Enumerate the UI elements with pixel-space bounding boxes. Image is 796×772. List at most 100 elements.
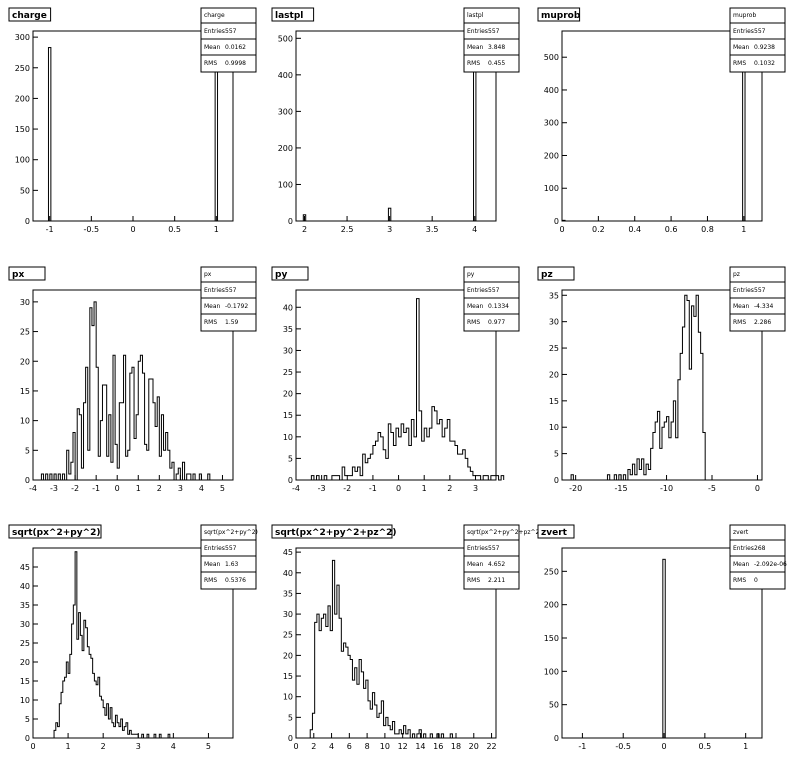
stats-value: 0.1032 [754, 60, 775, 67]
histogram-panel-5: -20 -15 -10 -5 0 0 5 10 15 20 25 30 35 pz pz Entries 557… [537, 266, 786, 493]
histogram-title-box: zvert [537, 524, 575, 539]
stats-frame [729, 7, 786, 73]
y-tick-label: 15 [283, 411, 293, 420]
stats-frame [463, 266, 520, 332]
stats-frame [729, 266, 786, 332]
x-tick-label: -15 [615, 484, 628, 493]
x-tick-label: 2 [101, 742, 106, 751]
stats-label: Mean [467, 44, 484, 51]
y-tick-label: 30 [20, 298, 30, 307]
x-tick-label: 5 [206, 742, 211, 751]
stats-value: 557 [225, 545, 237, 552]
stats-value: 0.455 [488, 60, 505, 67]
histogram-title-box: sqrt(px^2+py^2) [8, 524, 102, 539]
stats-value: 0.9238 [754, 44, 775, 51]
histogram-panel-1: 2 2.5 3 3.5 4 0 100 200 300 400 500 lastpl lastpl Ent… [271, 7, 520, 234]
x-tick-label: 0.4 [628, 225, 641, 234]
stats-label: RMS [467, 60, 480, 67]
y-tick-label: 30 [283, 610, 293, 619]
histogram-title-box: py [271, 266, 309, 281]
stats-title: charge [204, 12, 225, 19]
x-tick-label: -1 [92, 484, 100, 493]
y-tick-label: 25 [20, 639, 30, 648]
stats-label: Entries [733, 287, 754, 294]
x-tick-label: 3 [136, 742, 141, 751]
stats-value: 2.286 [754, 319, 771, 326]
y-tick-label: 20 [549, 370, 559, 379]
stats-value: 0.0162 [225, 44, 246, 51]
x-tick-label: 2 [311, 742, 316, 751]
x-tick-label: 0 [130, 225, 135, 234]
x-tick-label: 2 [302, 225, 307, 234]
plot-frame [295, 30, 497, 222]
stats-label: Entries [204, 287, 225, 294]
y-tick-label: 0 [554, 476, 559, 485]
x-tick-label: 14 [415, 742, 425, 751]
x-tick-label: 4 [329, 742, 334, 751]
y-tick-label: 300 [278, 107, 293, 116]
x-tick-label: 6 [347, 742, 352, 751]
stats-value: -2.092e-06 [754, 561, 787, 568]
histogram-title: sqrt(px^2+py^2+pz^2) [275, 528, 397, 538]
stats-title: sqrt(px^2+py^2+pz^2) [467, 529, 542, 536]
y-tick-label: 100 [15, 156, 30, 165]
histogram-title-box: sqrt(px^2+py^2+pz^2) [271, 524, 397, 539]
histogram-title-box: muprob [537, 7, 581, 22]
x-tick-label: 3 [387, 225, 392, 234]
stats-label: RMS [204, 319, 217, 326]
y-tick-label: 20 [283, 390, 293, 399]
y-tick-label: 150 [544, 634, 559, 643]
x-tick-label: -2 [343, 484, 351, 493]
y-tick-label: 45 [20, 563, 30, 572]
histogram-panel-3: -4 -3 -2 -1 0 1 2 3 4 5 0 5 10 15 20 25 30 px px Entries 557… [8, 266, 257, 493]
stats-box: py Entries 557 Mean 0.1334 RMS 0.977 [463, 266, 520, 332]
stats-label: RMS [733, 577, 746, 584]
x-tick-label: 8 [365, 742, 370, 751]
stats-value: -0.1792 [225, 303, 248, 310]
y-tick-label: 0 [288, 476, 293, 485]
stats-value: 4.652 [488, 561, 505, 568]
y-tick-label: 30 [549, 318, 559, 327]
stats-frame [729, 524, 786, 590]
x-tick-label: -3 [50, 484, 58, 493]
y-tick-label: 10 [20, 417, 30, 426]
stats-value: 1.59 [225, 319, 239, 326]
plot-frame [32, 289, 234, 481]
stats-title: pz [733, 271, 740, 278]
histogram-title: muprob [541, 11, 581, 21]
y-tick-label: 400 [278, 71, 293, 80]
histogram-title-box: charge [8, 7, 52, 22]
y-tick-label: 0 [554, 734, 559, 743]
plot-frame [561, 30, 763, 222]
x-tick-label: 3 [178, 484, 183, 493]
stats-value: 557 [488, 28, 500, 35]
histogram-line [570, 294, 706, 481]
y-tick-label: 35 [283, 589, 293, 598]
histogram-title-box: px [8, 266, 46, 281]
title-frame [271, 266, 309, 281]
stats-label: Entries [467, 287, 488, 294]
stats-title: lastpl [467, 12, 484, 19]
y-tick-label: 5 [25, 446, 30, 455]
stats-box: pz Entries 557 Mean -4.334 RMS 2.286 [729, 266, 786, 332]
x-tick-label: 4 [171, 742, 176, 751]
title-frame [8, 524, 102, 539]
histogram-title: sqrt(px^2+py^2) [12, 528, 100, 538]
x-tick-label: -0.5 [84, 225, 100, 234]
plot-frame [295, 547, 497, 739]
histogram-title: px [12, 270, 24, 280]
stats-label: Mean [204, 561, 221, 568]
x-tick-label: -10 [660, 484, 673, 493]
y-tick-label: 45 [283, 548, 293, 557]
y-tick-label: 25 [283, 368, 293, 377]
y-tick-label: 300 [15, 33, 30, 42]
stats-label: Mean [733, 561, 750, 568]
stats-value: 2.211 [488, 577, 505, 584]
title-frame [537, 266, 575, 281]
histogram-bin [47, 47, 52, 222]
stats-label: RMS [204, 577, 217, 584]
x-tick-label: -2 [71, 484, 79, 493]
y-tick-label: 0 [288, 217, 293, 226]
y-tick-label: 15 [20, 387, 30, 396]
